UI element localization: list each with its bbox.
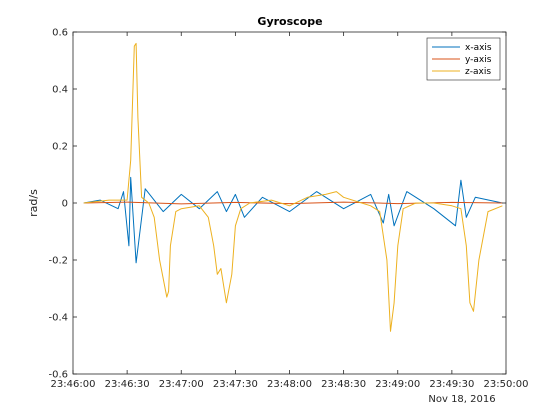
x-tick-label: 23:48:00 [267,379,312,390]
series-line-x-axis [83,176,503,264]
x-tick-label: 23:46:00 [51,379,96,390]
legend: x-axis y-axis z-axis [426,37,501,81]
y-tick-label: 0.4 [52,85,68,96]
legend-entry-x-axis: x-axis [465,43,492,53]
y-axis-label: rad/s [27,189,40,217]
legend-entry-z-axis: z-axis [465,67,491,77]
chart-title: Gyroscope [257,15,322,28]
series-line-z-axis [83,42,503,332]
x-tick-label: 23:47:00 [159,379,204,390]
date-label: Nov 18, 2016 [428,394,495,405]
x-tick-label: 23:50:00 [484,379,529,390]
y-tick-label: -0.4 [48,313,68,324]
x-tick-label: 23:46:30 [105,379,150,390]
x-tick-label: 23:48:30 [321,379,366,390]
x-tick-label: 23:49:30 [429,379,474,390]
y-tick-label: 0.2 [52,142,68,153]
y-tick-label: 0.6 [52,28,68,39]
legend-entry-y-axis: y-axis [465,55,492,65]
ticks-layer: 23:46:00 23:46:30 23:47:00 23:47:30 23:48:00… [48,28,528,391]
y-tick-label: -0.6 [48,370,68,381]
series-layer [83,42,503,332]
x-tick-label: 23:47:30 [213,379,258,390]
x-tick-label: 23:49:00 [375,379,420,390]
y-tick-label: -0.2 [48,256,68,267]
y-tick-label: 0 [62,199,68,210]
